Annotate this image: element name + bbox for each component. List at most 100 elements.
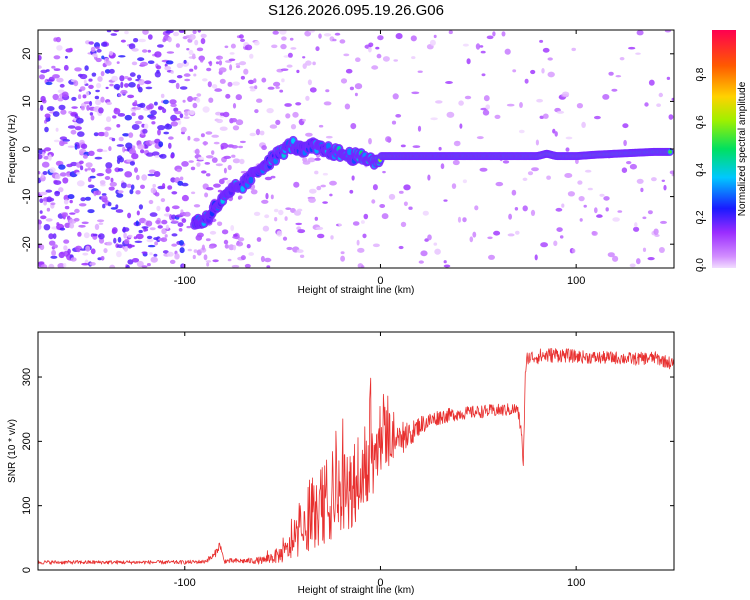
- spectrogram-cell: [76, 180, 85, 187]
- spectrogram-cell: [188, 49, 194, 56]
- spectrogram-cell: [64, 55, 68, 59]
- spectrogram-cell: [149, 212, 158, 217]
- spectrogram-cell: [317, 233, 325, 239]
- spectrogram-cell: [372, 243, 380, 248]
- spectrogram-cell: [261, 199, 269, 204]
- spectrogram-cell: [519, 102, 523, 108]
- spectrogram-cell: [371, 65, 379, 70]
- spectrogram-cell: [612, 217, 620, 222]
- spectrogram-cell: [96, 173, 105, 177]
- spectrogram-cell: [161, 219, 168, 225]
- spectrogram-cell: [135, 220, 139, 226]
- spectrogram-cell: [279, 89, 284, 93]
- spectrogram-cell: [156, 205, 161, 212]
- spectrogram-cell: [232, 125, 240, 131]
- spectrogram-cell: [345, 68, 353, 74]
- spectrogram-cell: [135, 190, 141, 195]
- spectrogram-y-axis-label: Frequency (Hz): [7, 115, 18, 184]
- spectrogram-cell: [94, 156, 103, 160]
- spectrogram-cell: [53, 180, 62, 186]
- spectrogram-cell: [596, 214, 603, 218]
- spectrogram-cell: [218, 178, 225, 185]
- spectrogram-cell: [253, 40, 260, 46]
- spectrogram-cell: [196, 162, 201, 167]
- spectrogram-cell: [63, 263, 67, 268]
- spectrogram-cell: [591, 231, 598, 236]
- spectrogram-cell: [103, 248, 108, 254]
- spectrogram-cell: [599, 193, 605, 197]
- spectrogram-cell: [453, 140, 461, 147]
- spectrogram-cell: [81, 143, 88, 149]
- spectrogram-cell: [58, 104, 66, 111]
- spectrogram-cell: [403, 184, 411, 191]
- spectrogram-cell: [385, 136, 392, 143]
- spectrogram-cell: [119, 75, 125, 82]
- spectrogram-cell: [173, 117, 181, 121]
- colorbar-tick-label: 0.4: [695, 162, 706, 176]
- spectrogram-cell: [124, 30, 129, 35]
- spectrogram-cell: [50, 255, 58, 259]
- spectrogram-cell: [137, 57, 145, 62]
- spectrogram-cell: [623, 139, 627, 147]
- spectrogram-cell: [87, 176, 92, 183]
- spectrogram-cell: [382, 56, 390, 62]
- spectrogram-cell: [63, 245, 68, 251]
- spectrogram-cell: [648, 79, 655, 86]
- spectrogram-cell: [203, 254, 208, 261]
- snr-x-axis-label: Height of straight line (km): [298, 585, 415, 596]
- spectrogram-cell: [80, 105, 85, 111]
- spectrogram-cell: [140, 61, 148, 67]
- spectrogram-cell: [240, 75, 245, 80]
- spectrogram-cell: [39, 198, 44, 203]
- spectrogram-cell: [49, 167, 56, 173]
- spectrogram-cell: [165, 224, 169, 230]
- spectrogram-cell: [215, 61, 220, 65]
- spectrogram-cell: [125, 264, 130, 268]
- spectrogram-cell: [190, 166, 196, 171]
- spectrogram-cell: [635, 52, 641, 55]
- spectrogram-cell: [253, 211, 261, 216]
- spectrogram-cell: [104, 126, 112, 131]
- spectrogram-cell: [87, 184, 95, 189]
- spectrogram-cell: [334, 32, 341, 36]
- spectrogram-cell: [105, 86, 109, 90]
- spectrogram-cell: [443, 260, 447, 264]
- spectrogram-cell: [59, 227, 66, 231]
- spectrogram-cell: [59, 172, 67, 177]
- snr-series-line: [38, 348, 674, 565]
- spectrogram-cell: [80, 165, 84, 171]
- spectrogram-cell: [174, 253, 180, 260]
- spectrogram-cell: [302, 56, 306, 59]
- spectrogram-cell: [127, 259, 134, 265]
- spectrogram-cell: [559, 235, 564, 239]
- spectrogram-cell: [61, 212, 68, 218]
- spectrogram-cell: [126, 183, 132, 188]
- spectrogram-cell: [633, 226, 640, 232]
- spectrogram-cell: [134, 100, 138, 105]
- spectrogram-cell: [176, 62, 184, 69]
- spectrogram-cell: [100, 255, 105, 261]
- spectrogram-cell: [443, 264, 451, 268]
- spectrogram-cell: [164, 66, 172, 71]
- spectrogram-cell: [170, 103, 177, 108]
- spectrogram-cell: [356, 239, 360, 246]
- spectrogram-cell: [360, 220, 365, 224]
- spectrogram-cell: [318, 33, 322, 39]
- spectrogram-cell: [605, 207, 609, 212]
- spectrogram-cell: [656, 103, 661, 107]
- spectrogram-cell: [546, 175, 551, 180]
- spectrogram-cell: [375, 46, 380, 50]
- spectrogram-cell: [135, 233, 144, 240]
- spectrogram-cell: [182, 99, 186, 103]
- spectrogram-cell: [168, 142, 172, 149]
- spectrogram-cell: [80, 197, 86, 202]
- spectrogram-cell: [289, 37, 294, 41]
- spectrogram-cell: [494, 114, 501, 119]
- spectrogram-cell: [314, 170, 319, 175]
- spectrogram-cell: [297, 229, 306, 234]
- spectrogram-cell: [104, 176, 111, 180]
- spectrogram-cell: [96, 82, 102, 89]
- spectrogram-cell: [249, 132, 256, 137]
- spectrogram-cell: [228, 244, 235, 251]
- spectrogram-cell: [270, 175, 276, 179]
